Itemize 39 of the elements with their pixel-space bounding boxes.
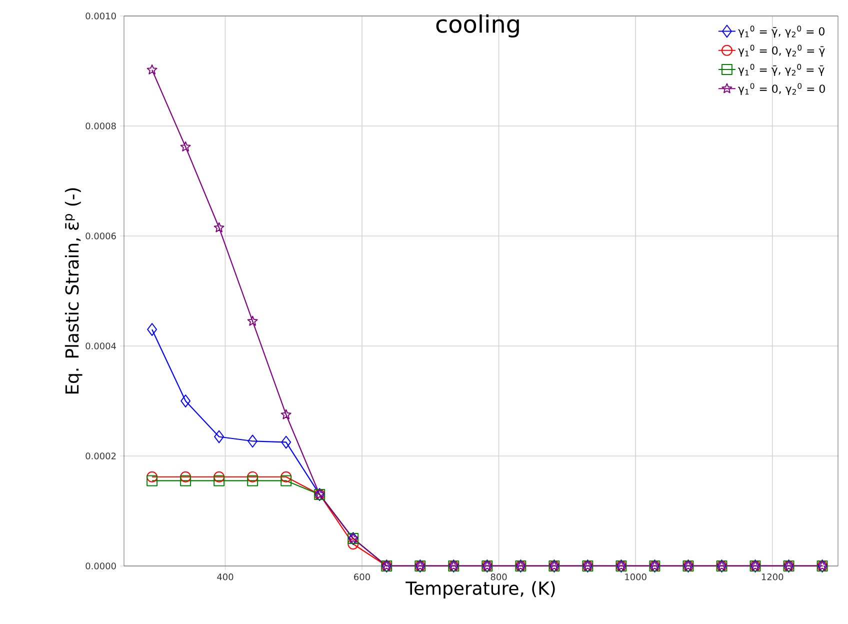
y-tick-label: 0.0010 [86,12,116,20]
y-tick-label: 0.0000 [86,562,116,570]
point [180,141,191,152]
point [146,475,158,486]
point [214,475,225,486]
x-tick-label: 400 [217,574,234,580]
y-tick-label: 0.0006 [86,232,116,240]
point [280,409,292,420]
legend-label: γ$_{1}$$^{0}$ = γ̄, γ$_{2}$$^{0}$ = 0 [738,26,824,38]
x-axis-title: Temperature, (K) [406,581,555,598]
point [146,471,158,482]
point [180,471,192,482]
x-tick-label: 800 [490,574,507,580]
point [180,394,191,408]
y-axis-title: Eq. Plastic Strain, ε̄$^{p}$ (-) [64,188,82,394]
y-tick-label: 0.0004 [86,342,116,350]
point [247,475,258,486]
point [214,471,225,482]
point [280,471,292,482]
point [280,475,292,486]
point [214,222,224,232]
y-tick-label: 0.0008 [86,122,116,130]
point [214,430,224,444]
legend-label: γ$_{1}$$^{0}$ = 0, γ$_{2}$$^{0}$ = 0 [738,83,825,95]
point [146,64,158,74]
y-tick-label: 0.0002 [86,452,116,460]
x-tick-label: 600 [354,574,370,580]
legend-label: γ$_{1}$$^{0}$ = γ̄, γ$_{2}$$^{0}$ = γ̄ [738,64,824,76]
x-tick-label: 1200 [762,574,784,580]
point [247,316,258,326]
point [180,475,192,486]
point [147,323,158,336]
legend-label: γ$_{1}$$^{0}$ = 0, γ$_{2}$$^{0}$ = γ̄ [738,44,825,57]
chart-title: cooling [436,14,519,38]
point [247,471,258,482]
point [281,436,292,449]
point [348,538,359,550]
x-tick-label: 1000 [625,574,646,580]
point [248,434,258,448]
